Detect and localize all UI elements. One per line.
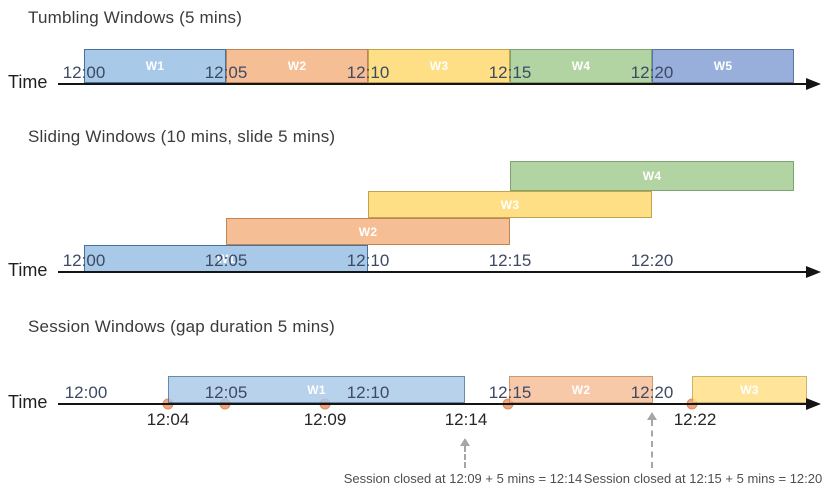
- sliding-window-w3: W3: [368, 191, 652, 218]
- window-label: W4: [571, 59, 591, 73]
- axis-arrowhead-icon: [806, 266, 821, 278]
- sliding-time-axis: [58, 271, 806, 273]
- tumbling-time-axis-label: Time: [8, 72, 48, 92]
- tick-label-1200: 12:00: [62, 63, 106, 82]
- tick-label-1220: 12:20: [630, 383, 674, 402]
- window-label: W1: [145, 59, 165, 73]
- event-time-label-1214: 12:14: [444, 410, 488, 429]
- window-label: W2: [571, 382, 591, 397]
- dashed-up-arrowhead-icon: [460, 438, 470, 446]
- window-label: W3: [500, 197, 520, 212]
- session-section-title: Session Windows (gap duration 5 mins): [28, 317, 335, 336]
- tick-label-1200: 12:00: [62, 251, 106, 270]
- dashed-arrow-line: [651, 420, 653, 468]
- tick-label-1205: 12:05: [204, 383, 248, 402]
- tick-label-1220: 12:20: [630, 251, 674, 270]
- window-label: W4: [642, 169, 662, 183]
- session-window-w1: W1: [168, 376, 465, 403]
- sliding-window-w4: W4: [510, 161, 794, 191]
- window-label: W1: [307, 382, 326, 397]
- session-time-axis: [58, 403, 806, 405]
- tumbling-window-w5: W5: [652, 49, 794, 83]
- window-label: W2: [287, 59, 307, 73]
- axis-arrowhead-icon: [806, 398, 821, 410]
- tumbling-section-title: Tumbling Windows (5 mins): [28, 8, 243, 27]
- event-time-label-1222: 12:22: [673, 410, 717, 429]
- tick-label-1210: 12:10: [346, 383, 390, 402]
- tumbling-window-w1: W1: [84, 49, 226, 83]
- window-label: W3: [740, 382, 759, 397]
- sliding-time-axis-label: Time: [8, 260, 48, 280]
- tick-label-1205: 12:05: [204, 63, 248, 82]
- dashed-up-arrowhead-icon: [647, 412, 657, 420]
- window-label: W5: [713, 59, 733, 73]
- tick-label-1210: 12:10: [346, 63, 390, 82]
- dashed-arrow-line: [464, 446, 466, 468]
- tumbling-window-w2: W2: [226, 49, 368, 83]
- session-closed-annotation-2: Session closed at 12:15 + 5 mins = 12:20: [583, 471, 823, 486]
- tick-label-1215: 12:15: [488, 251, 532, 270]
- tick-label-1210: 12:10: [346, 251, 390, 270]
- session-closed-annotation-1: Session closed at 12:09 + 5 mins = 12:14: [343, 471, 583, 486]
- event-time-label-1204: 12:04: [146, 410, 190, 429]
- sliding-window-w1: W1: [84, 245, 368, 272]
- tick-label-1205: 12:05: [204, 251, 248, 270]
- session-time-axis-label: Time: [8, 392, 48, 412]
- sliding-section-title: Sliding Windows (10 mins, slide 5 mins): [28, 127, 336, 146]
- tick-label-1200: 12:00: [64, 383, 108, 402]
- tick-label-1220: 12:20: [630, 63, 674, 82]
- tick-label-1215: 12:15: [488, 63, 532, 82]
- window-label: W3: [429, 59, 449, 73]
- tick-label-1215: 12:15: [488, 383, 532, 402]
- axis-arrowhead-icon: [806, 78, 821, 90]
- event-time-label-1209: 12:09: [303, 410, 347, 429]
- tumbling-time-axis: [58, 83, 806, 85]
- tumbling-window-w4: W4: [510, 49, 652, 83]
- session-window-w2: W2: [509, 376, 653, 403]
- sliding-window-w2: W2: [226, 218, 510, 245]
- window-label: W1: [216, 251, 236, 266]
- window-label: W2: [358, 224, 378, 239]
- session-window-w3: W3: [692, 376, 807, 403]
- tumbling-window-w3: W3: [368, 49, 510, 83]
